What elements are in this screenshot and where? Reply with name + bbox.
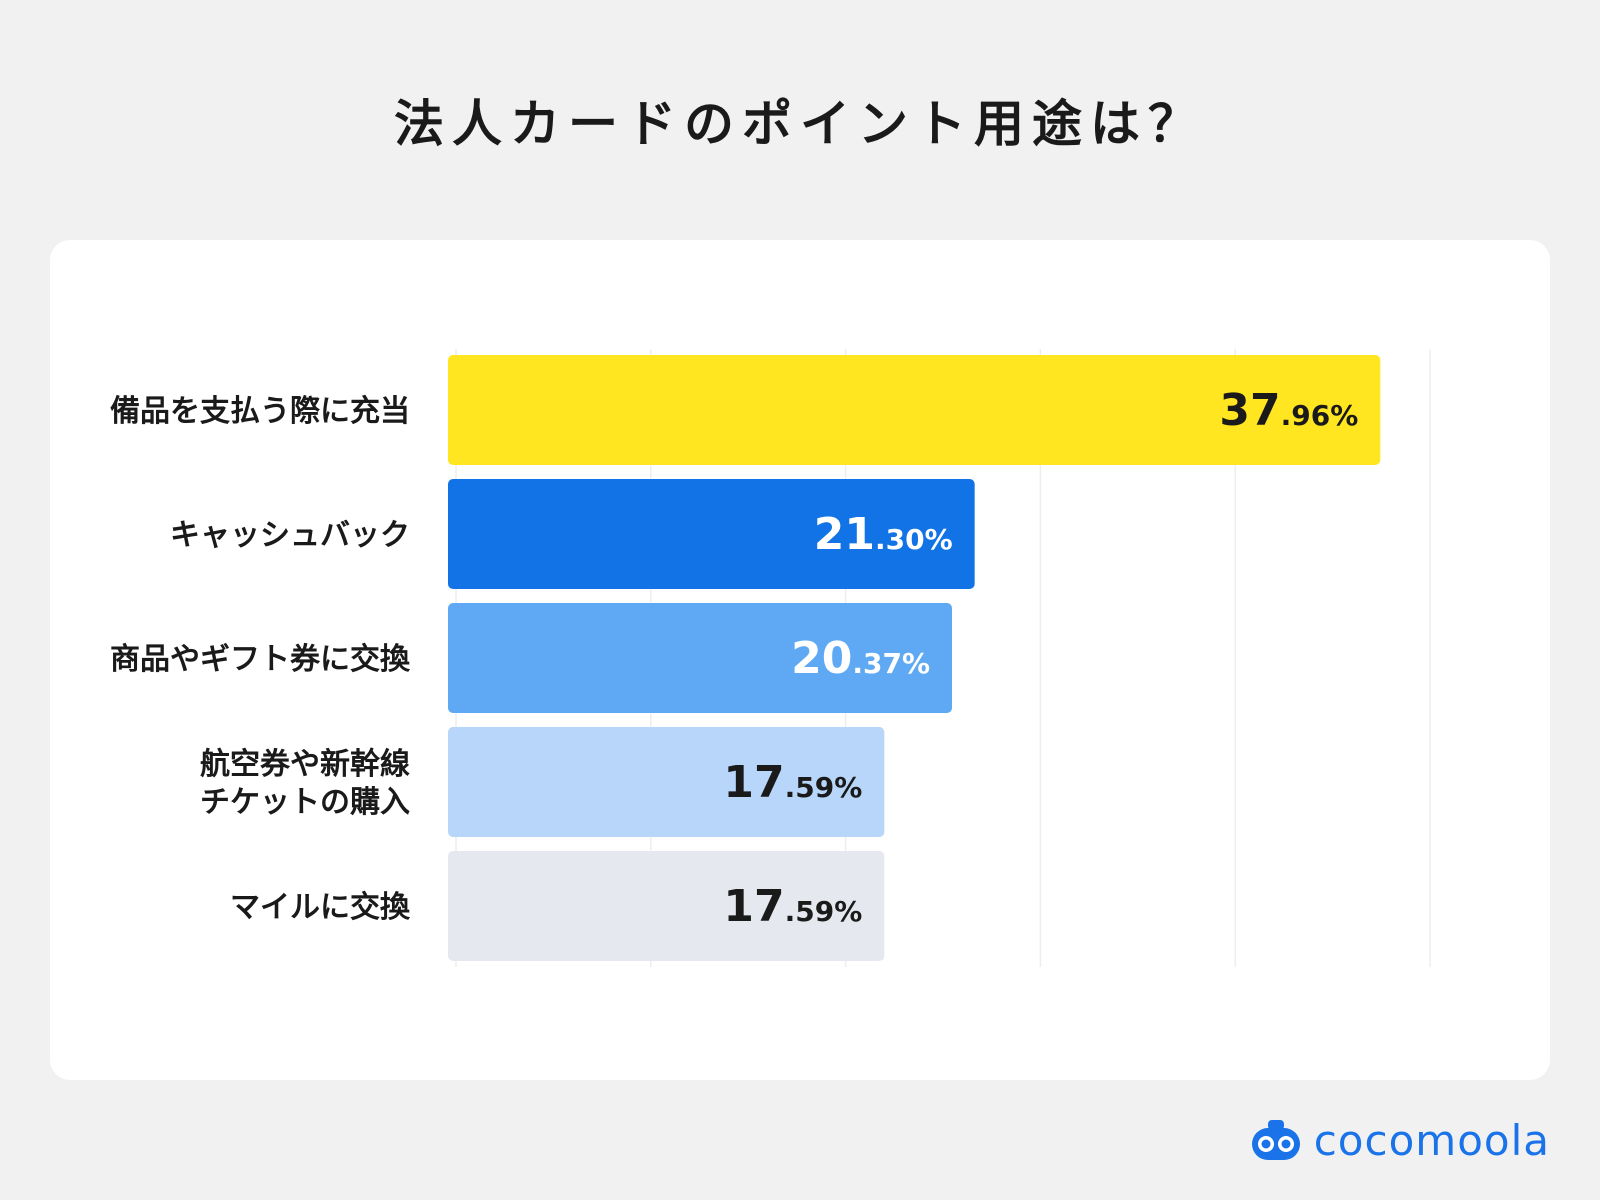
cocomoola-logo-icon bbox=[1251, 1119, 1300, 1160]
bar-chart: 備品を支払う際に充当 37.96% キャッシュバック 21.30% 商品やギフト券に交換… bbox=[110, 349, 1431, 967]
category-label: 商品やギフト券に交換 bbox=[110, 642, 411, 677]
bar bbox=[448, 851, 885, 961]
category-label: キャッシュバック bbox=[170, 518, 410, 553]
brand-logo: cocomoola bbox=[1248, 1116, 1550, 1165]
value-label: 17.59% bbox=[723, 757, 862, 808]
brand-name: cocomoola bbox=[1313, 1116, 1550, 1165]
value-label: 21.30% bbox=[814, 509, 953, 560]
category-label: 航空券や新幹線チケットの購入 bbox=[200, 747, 410, 820]
bar bbox=[448, 355, 1381, 465]
chart-card: 備品を支払う際に充当 37.96% キャッシュバック 21.30% 商品やギフト券に交換… bbox=[50, 240, 1550, 1080]
category-label: マイルに交換 bbox=[230, 890, 411, 925]
value-label: 17.59% bbox=[723, 881, 862, 932]
value-label: 20.37% bbox=[791, 633, 930, 684]
value-label: 37.96% bbox=[1219, 385, 1358, 436]
bar bbox=[448, 603, 953, 713]
bar bbox=[448, 727, 885, 837]
chart-title: 法人カードのポイント用途は？ bbox=[394, 95, 1206, 153]
category-label: 備品を支払う際に充当 bbox=[110, 394, 410, 429]
bar bbox=[448, 479, 975, 589]
